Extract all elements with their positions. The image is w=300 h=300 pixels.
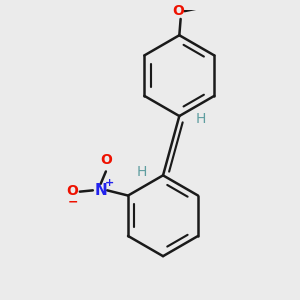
Text: O: O bbox=[67, 184, 79, 198]
Text: H: H bbox=[136, 165, 147, 179]
Text: N: N bbox=[94, 183, 107, 198]
Text: H: H bbox=[196, 112, 206, 126]
Text: −: − bbox=[68, 196, 78, 208]
Text: +: + bbox=[104, 178, 114, 188]
Text: O: O bbox=[100, 153, 112, 167]
Text: O: O bbox=[173, 4, 184, 18]
